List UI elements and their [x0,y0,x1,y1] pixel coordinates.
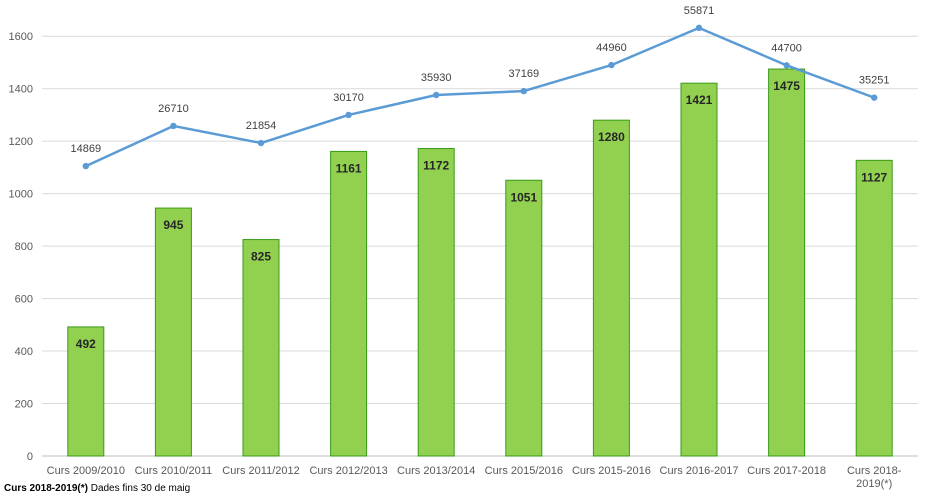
x-category-label-line: Curs 2017-2018 [747,465,826,477]
y-tick-label: 1000 [9,189,33,201]
bar-value-label: 825 [251,250,271,264]
x-category-label: Curs 2009/2010 [47,465,125,477]
footnote-text: Dades fins 30 de maig [87,483,191,494]
bar [242,239,280,457]
line-point [783,62,790,69]
line-value-label: 30170 [333,92,364,104]
line-point [608,61,615,69]
y-tick-label: 600 [15,294,33,306]
line-value-label: 44960 [596,42,627,54]
bar [592,119,630,457]
line-point [257,139,265,147]
x-category-label-line: Curs 2009/2010 [47,465,125,477]
bar-value-label: 1172 [423,159,449,173]
y-axis-ticks: 0 200 400 600 800 1000 1200 1400 1600 [9,31,33,463]
bar-value-label: 1051 [510,190,537,204]
x-category-label-line: Curs 2015-2016 [572,465,651,477]
line-value-label: 21854 [246,120,277,132]
bar-data-labels: 492 945 825 1161 1172 1051 1280 1421 1475 1127 [76,79,888,351]
x-category-label: Curs 2011/2012 [222,465,299,477]
bar [67,326,105,457]
x-category-label-line: 2019(*) [856,478,892,490]
y-tick-label: 400 [15,346,33,358]
line-series [82,24,878,170]
x-category-label: Curs 2015-2016 [572,465,651,477]
x-category-label: Curs 2010/2011 [135,465,212,477]
line-value-label: 55871 [684,5,715,17]
y-tick-label: 800 [15,241,33,253]
bar [417,148,455,457]
y-tick-label: 200 [15,399,33,411]
y-tick-label: 0 [27,451,33,463]
series-line [85,26,875,168]
line-data-labels: 14869 26710 21854 30170 35930 37169 44960 55871… [71,5,890,155]
x-category-label-line: Curs 2011/2012 [222,465,299,477]
x-axis-categories: Curs 2009/2010 Curs 2010/2011 Curs 2011/20… [47,465,902,490]
x-category-label-line: Curs 2013/2014 [397,465,475,477]
line-value-label: 35251 [859,75,890,87]
bar-value-label: 1280 [598,130,625,144]
y-tick-label: 1200 [9,136,33,148]
line-point [345,111,352,119]
x-category-label: Curs 2016-2017 [660,465,739,477]
x-category-label: Curs 2015/2016 [485,465,563,477]
bar [680,82,718,457]
footnote-bold: Curs 2018-2019(*) [4,483,88,494]
bar-value-label: 1475 [773,79,800,93]
bar-value-label: 492 [76,337,96,351]
line-value-label: 26710 [158,103,189,115]
line-value-label: 37169 [509,68,540,80]
line-point [695,24,703,32]
x-category-label: Curs 2013/2014 [397,465,475,477]
y-tick-label: 1600 [9,31,33,43]
y-tick-label: 1400 [9,84,33,96]
x-category-label: Curs 2012/2013 [309,465,387,477]
x-category-label-line: Curs 2015/2016 [485,465,563,477]
x-category-label-line: Curs 2012/2013 [309,465,387,477]
bar-value-label: 1421 [686,93,713,107]
line-value-label: 44700 [771,42,802,54]
bar-series [67,68,893,457]
line-value-label: 14869 [71,143,102,155]
bar [330,150,368,457]
line-point [520,87,527,95]
line-point [433,91,440,99]
footnote: Curs 2018-2019(*) Dades fins 30 de maig [4,483,190,494]
x-category-label-line: Curs 2018- [847,465,902,477]
bar [505,179,543,457]
bar-value-label: 1161 [336,161,362,175]
x-category-label: Curs 2017-2018 [747,465,826,477]
line-point [871,94,878,101]
bar-value-label: 1127 [861,170,887,184]
x-category-label: Curs 2018-2019(*) [847,465,902,490]
bar [855,159,893,457]
x-category-label-line: Curs 2010/2011 [135,465,212,477]
line-point [170,122,177,130]
bar [154,207,192,457]
line-value-label: 35930 [421,72,452,84]
line-point [82,162,90,170]
x-category-label-line: Curs 2016-2017 [660,465,739,477]
bar [768,68,806,457]
bar-value-label: 945 [163,218,183,232]
